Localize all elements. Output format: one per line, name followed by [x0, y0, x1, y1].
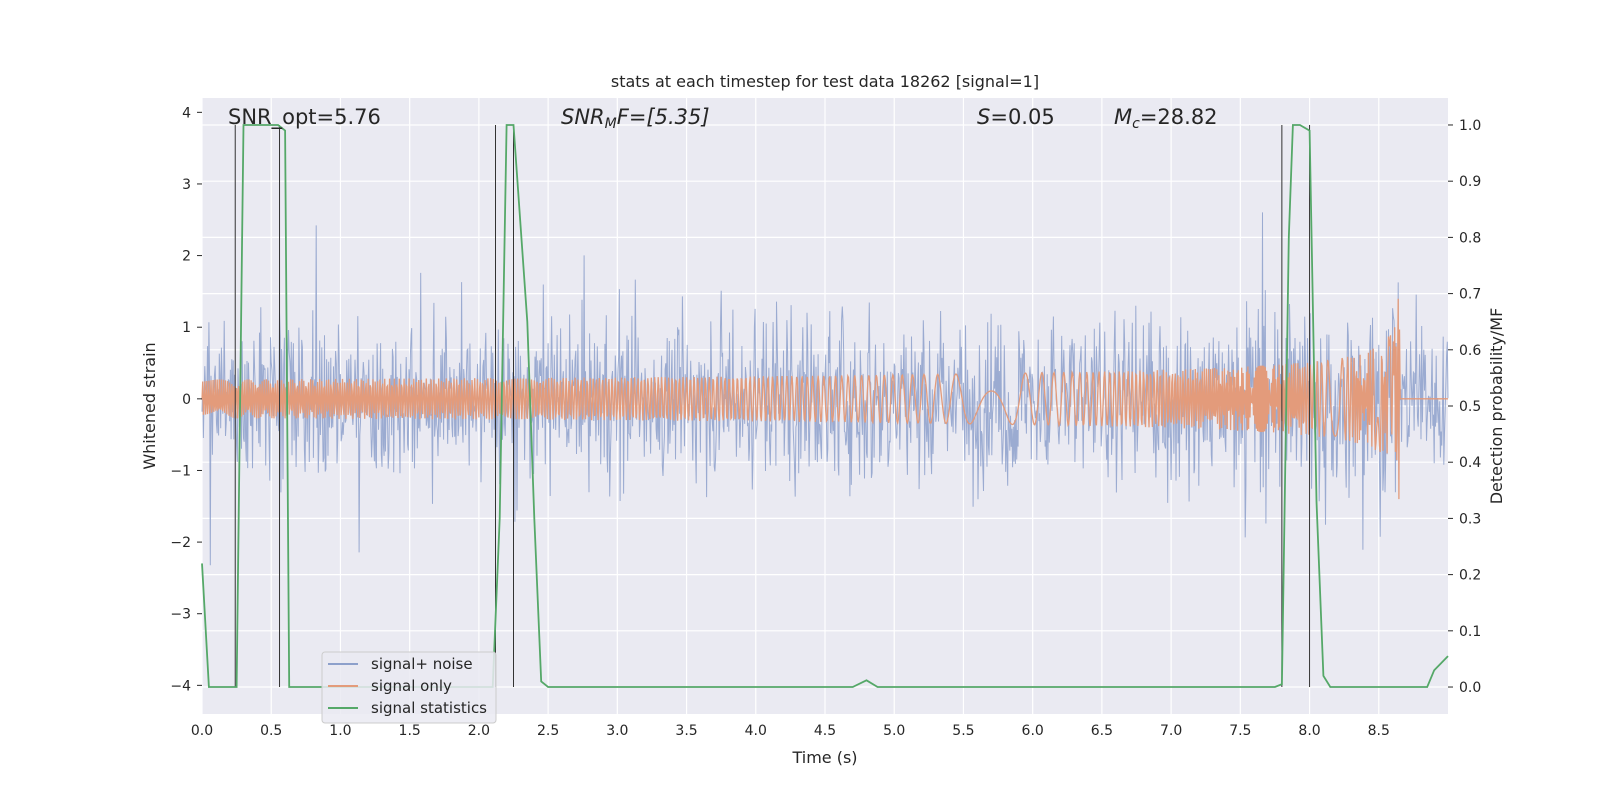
y-axis-ticks: 4 3 2 1 0 −1 −2 −3 −4	[170, 105, 202, 694]
annotation-snr-opt: SNR_opt=5.76	[228, 105, 381, 130]
y-tick-label: 1	[182, 320, 191, 336]
signal-only-line	[201, 298, 1448, 500]
legend-box	[321, 651, 497, 724]
x-tick-label: 4.0	[745, 723, 767, 739]
legend-label-signal-statistics: signal statistics	[371, 699, 487, 717]
y-right-tick-label: 0.4	[1459, 455, 1481, 471]
x-tick-label: 1.5	[399, 723, 421, 739]
annotation-snr-mf: SNRMF=[5.35]	[561, 105, 710, 132]
x-tick-label: 8.5	[1368, 723, 1390, 739]
y-tick-label: −3	[170, 607, 191, 623]
y-right-tick-label: 0.0	[1459, 680, 1481, 696]
y-right-axis-ticks: 1.0 0.9 0.8 0.7 0.6 0.5 0.4 0.3 0.2 0.1 0.0	[1448, 118, 1481, 696]
x-tick-label: 6.5	[1091, 723, 1113, 739]
annotation-s-value: =0.05	[990, 105, 1054, 129]
x-tick-label: 4.5	[814, 723, 836, 739]
y-tick-label: 2	[182, 249, 191, 265]
y-tick-label: −4	[170, 678, 191, 694]
x-axis-label: Time (s)	[791, 748, 857, 767]
y-right-tick-label: 0.5	[1459, 399, 1481, 415]
x-axis-ticks: 0.0 0.5 1.0 1.5 2.0 2.5 3.0 3.5 4.0 4.5 5.0 5.5 6.0 6…	[191, 723, 1390, 739]
legend: signal+ noise signal only signal statist…	[321, 651, 497, 724]
legend-label-signal-noise: signal+ noise	[371, 655, 473, 673]
chart-title: stats at each timestep for test data 182…	[611, 72, 1039, 91]
annotation-mc: Mc=28.82	[1114, 105, 1218, 132]
y-right-tick-label: 0.3	[1459, 511, 1481, 527]
y-right-tick-label: 0.2	[1459, 568, 1481, 584]
y-right-tick-label: 0.1	[1459, 624, 1481, 640]
y-tick-label: −1	[170, 463, 191, 479]
x-tick-label: 2.0	[468, 723, 490, 739]
annotation-s: S=0.05	[977, 105, 1055, 129]
vertical-markers	[234, 124, 1311, 688]
annotation-mc-symbol: M	[1114, 105, 1132, 129]
x-tick-label: 1.0	[329, 723, 351, 739]
annotation-mc-sub: c	[1132, 116, 1140, 132]
y-right-tick-label: 0.8	[1459, 230, 1481, 246]
x-tick-label: 6.0	[1022, 723, 1044, 739]
y-right-axis-label: Detection probability/MF	[1487, 308, 1506, 505]
annotation-snr-mf-rest: F=[5.35]	[617, 105, 710, 129]
x-tick-label: 2.5	[537, 723, 559, 739]
x-tick-label: 0.5	[260, 723, 282, 739]
y-right-tick-label: 0.6	[1459, 343, 1481, 359]
y-tick-label: 3	[182, 177, 191, 193]
x-tick-label: 7.0	[1160, 723, 1182, 739]
legend-label-signal-only: signal only	[371, 677, 452, 695]
x-tick-label: 3.5	[675, 723, 697, 739]
y-axis-label: Whitened strain	[140, 342, 159, 469]
y-tick-label: 0	[182, 392, 191, 408]
x-tick-label: 0.0	[191, 723, 213, 739]
x-tick-label: 7.5	[1229, 723, 1251, 739]
y-right-tick-label: 1.0	[1459, 118, 1481, 134]
x-tick-label: 8.0	[1298, 723, 1320, 739]
y-tick-label: −2	[170, 535, 191, 551]
annotation-s-symbol: S	[977, 105, 990, 129]
x-tick-label: 5.5	[952, 723, 974, 739]
signal-statistics-line	[201, 124, 1449, 688]
annotation-snr-mf-base: SNR	[561, 105, 605, 129]
y-right-tick-label: 0.7	[1459, 287, 1481, 303]
y-right-tick-label: 0.9	[1459, 174, 1481, 190]
x-tick-label: 5.0	[883, 723, 905, 739]
y-tick-label: 4	[182, 105, 191, 121]
annotation-mc-value: =28.82	[1140, 105, 1218, 129]
x-tick-label: 3.0	[606, 723, 628, 739]
series-signal-only	[201, 298, 1448, 500]
annotation-snr-mf-sub: M	[605, 116, 617, 132]
series-signal-statistics	[201, 124, 1449, 688]
